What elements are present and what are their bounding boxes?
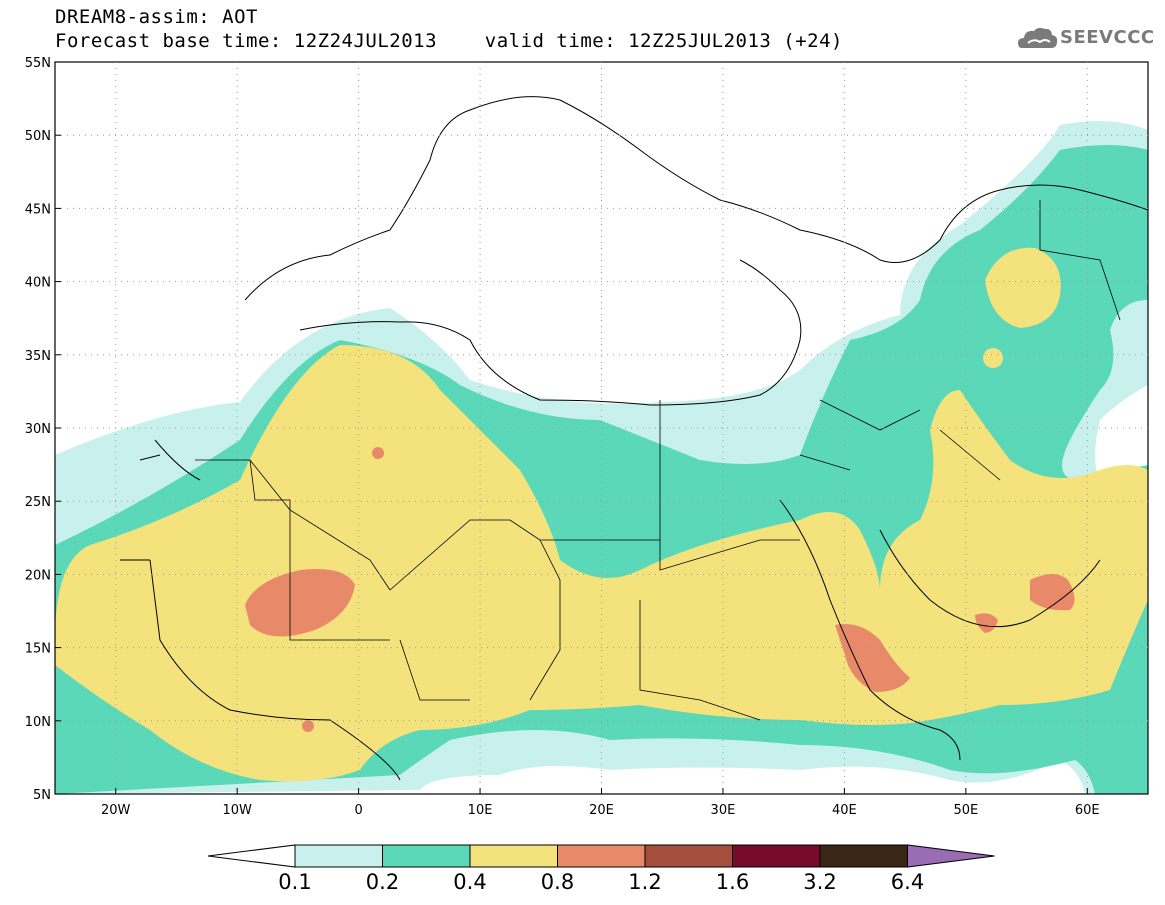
aot-band-0.8-horn: [835, 624, 910, 692]
graticule: [55, 61, 1148, 795]
lat-tick-label: 5N: [33, 788, 51, 803]
logo-text: SEEVCCC: [1060, 27, 1155, 48]
colorbar-label: 3.2: [803, 870, 837, 894]
lat-tick-label: 25N: [25, 495, 51, 510]
lon-tick-label: 50E: [953, 803, 978, 818]
colorbar-swatch: [382, 844, 471, 868]
lon-tick-label: 30E: [711, 803, 736, 818]
aot-contours: [55, 96, 1148, 794]
map-title: DREAM8-assim: AOT: [55, 6, 258, 28]
lat-tick-label: 15N: [25, 642, 51, 657]
lon-tick-label: 60E: [1075, 803, 1100, 818]
forecast-time-line: Forecast base time: 12Z24JUL2013 valid t…: [55, 30, 843, 52]
coastlines: [120, 96, 1148, 781]
lon-tick-label: 0: [354, 803, 362, 818]
colorbar-min-arrow: [207, 844, 296, 868]
colorbar-max-arrow: [907, 844, 995, 868]
aot-band-0.4-north: [985, 247, 1061, 328]
colorbar-label: 0.1: [278, 870, 312, 894]
lat-tick-label: 10N: [25, 715, 51, 730]
borders: [195, 200, 1121, 721]
lat-tick-label: 45N: [25, 202, 51, 217]
aot-band-0.8-spot: [372, 447, 384, 459]
colorbar-swatch: [819, 844, 908, 868]
colorbar-label: 6.4: [890, 870, 925, 894]
colorbar-swatch: [469, 844, 558, 868]
colorbar-label: 0.2: [365, 870, 400, 894]
colorbar-swatch: [644, 844, 733, 868]
lat-tick-label: 55N: [25, 56, 51, 71]
colorbar-label: 1.6: [715, 870, 750, 894]
colorbar-label: 0.8: [540, 870, 575, 894]
lat-axis: 55N 50N 45N 40N 35N 30N 25N 20N 15N 10N 5N: [25, 56, 51, 803]
lat-tick-label: 50N: [25, 129, 51, 144]
lat-tick-label: 30N: [25, 422, 51, 437]
colorbar-swatch: [732, 844, 821, 868]
lon-tick-label: 20E: [589, 803, 614, 818]
lon-tick-label: 10W: [222, 803, 252, 818]
lat-tick-label: 40N: [25, 276, 51, 291]
colorbar-label: 1.2: [628, 870, 662, 894]
colorbar-swatch: [557, 844, 646, 868]
colorbar-swatch: [294, 844, 383, 868]
colorbar: [207, 844, 995, 868]
aot-band-0.8-sahara: [245, 569, 355, 637]
lat-tick-label: 20N: [25, 568, 51, 583]
aot-band-0.8-yemen: [975, 613, 998, 633]
lon-tick-label: 10E: [468, 803, 493, 818]
aot-band-0.4-spot: [983, 348, 1003, 368]
colorbar-label: 0.4: [453, 870, 487, 894]
lat-tick-label: 35N: [25, 349, 51, 364]
aot-band-0.8-arabia: [1030, 574, 1075, 611]
lon-tick-label: 20W: [101, 803, 131, 818]
lon-axis: 20W 10W 0 10E 20E 30E 40E 50E 60E: [101, 803, 1100, 818]
cloud-icon: [1018, 27, 1058, 48]
lon-tick-label: 40E: [832, 803, 857, 818]
aot-band-0.8-gulf: [302, 720, 314, 732]
